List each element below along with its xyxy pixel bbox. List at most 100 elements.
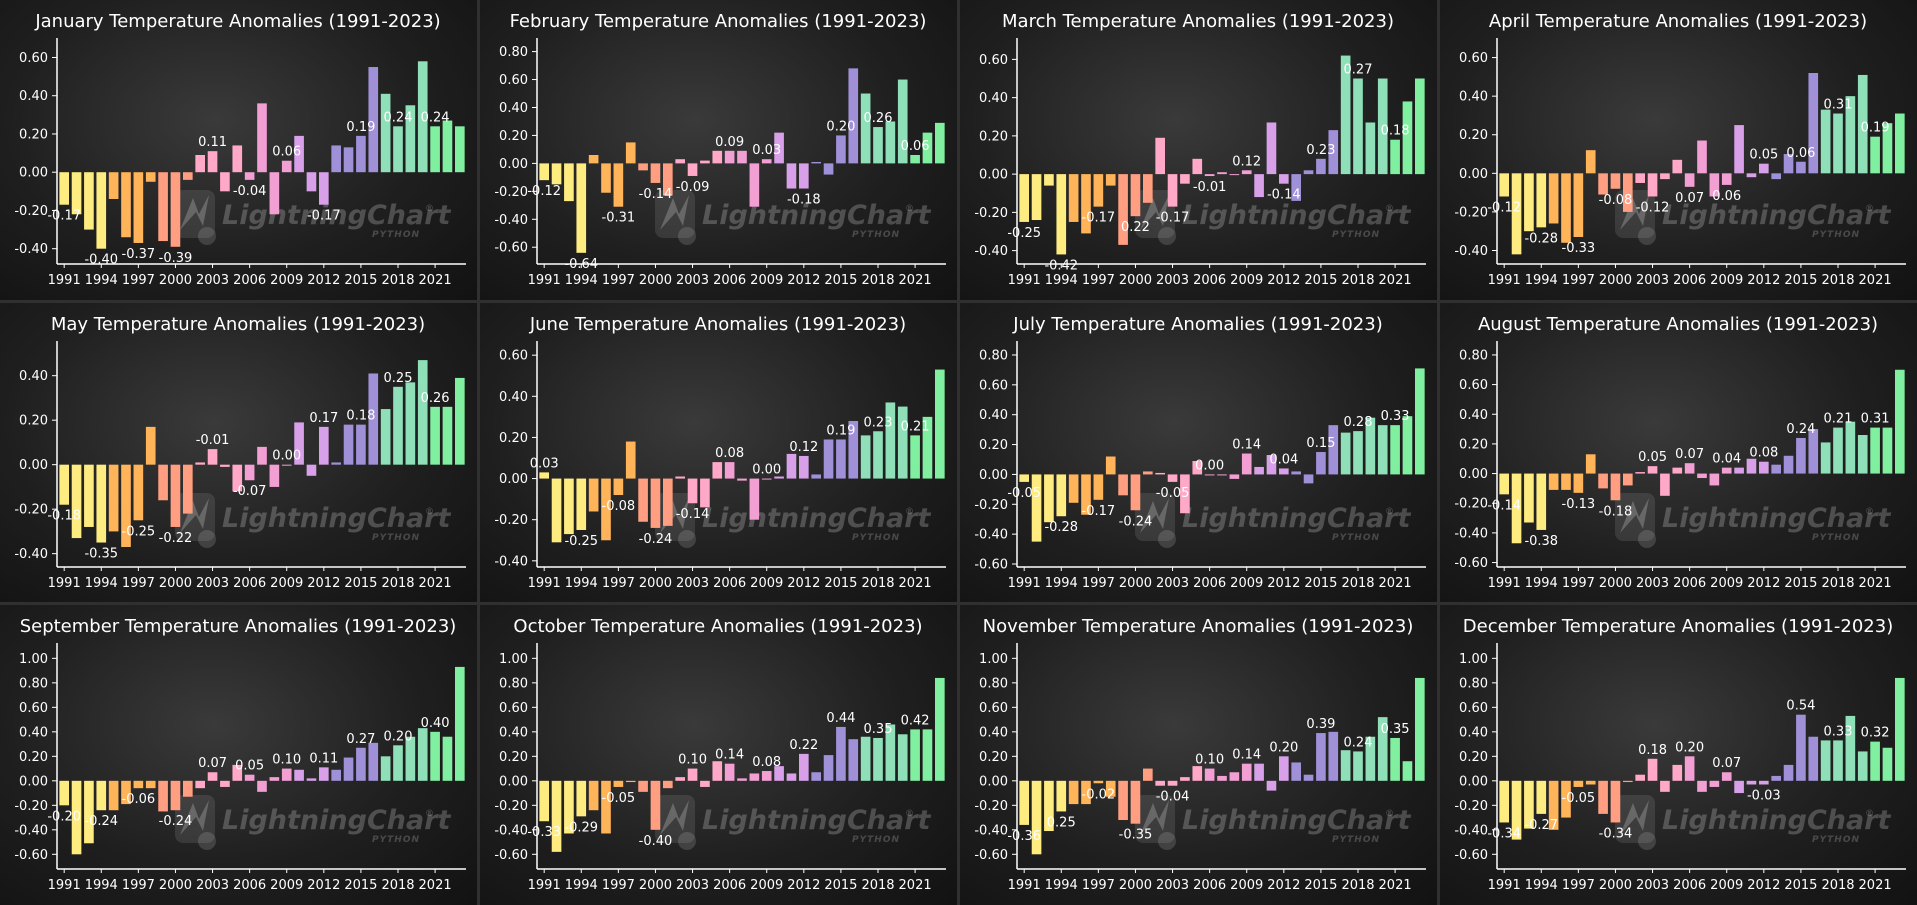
y-tick-label: 0.00 bbox=[1459, 167, 1488, 182]
bar bbox=[318, 172, 329, 205]
watermark-text: LightningChart bbox=[1182, 503, 1412, 534]
data-label: 0.14 bbox=[1232, 748, 1261, 763]
y-tick-label: -0.40 bbox=[494, 554, 528, 569]
bar bbox=[700, 160, 710, 164]
bar bbox=[1019, 474, 1030, 482]
bar bbox=[1771, 173, 1782, 180]
bar bbox=[1068, 174, 1079, 222]
y-tick-label: 0.80 bbox=[19, 677, 48, 692]
bar bbox=[1266, 122, 1277, 175]
bar bbox=[1585, 781, 1596, 785]
bar bbox=[1672, 159, 1683, 174]
bar bbox=[1536, 473, 1547, 530]
bar bbox=[1783, 154, 1794, 174]
x-tick-label: 2012 bbox=[307, 273, 340, 288]
data-label: -0.18 bbox=[47, 508, 81, 523]
chart-svg: February Temperature Anomalies (1991-202… bbox=[494, 11, 946, 288]
x-tick-label: 1991 bbox=[1488, 878, 1521, 893]
watermark-text: LightningChart bbox=[222, 805, 452, 836]
x-tick-label: 2018 bbox=[381, 878, 414, 893]
chart-svg: August Temperature Anomalies (1991-2023)… bbox=[1454, 314, 1906, 591]
watermark-subtext: PYTHON bbox=[852, 230, 900, 240]
bar bbox=[1192, 158, 1203, 175]
bar bbox=[1105, 781, 1116, 798]
y-tick-label: 0.20 bbox=[499, 129, 528, 144]
bar bbox=[195, 781, 206, 789]
x-tick-label: 2009 bbox=[750, 878, 783, 893]
bar bbox=[724, 461, 735, 479]
bar bbox=[798, 754, 809, 782]
y-tick-label: -0.40 bbox=[14, 824, 48, 839]
bar bbox=[121, 781, 131, 805]
bar bbox=[1709, 473, 1720, 486]
bar bbox=[1204, 768, 1215, 782]
bar bbox=[1204, 474, 1215, 476]
bar bbox=[182, 781, 193, 798]
y-tick-label: -0.60 bbox=[974, 557, 1008, 572]
watermark-subtext: PYTHON bbox=[1812, 230, 1860, 240]
bar bbox=[1316, 158, 1326, 175]
x-tick-label: 2009 bbox=[1710, 273, 1743, 288]
x-tick-label: 1994 bbox=[565, 878, 598, 893]
bar bbox=[700, 781, 710, 788]
bar bbox=[1845, 421, 1856, 474]
bar bbox=[1241, 764, 1252, 782]
watermark-registered: ® bbox=[1865, 507, 1875, 517]
x-tick-label: 2003 bbox=[1636, 878, 1669, 893]
logo-badge-shape bbox=[175, 795, 215, 844]
bar bbox=[1734, 781, 1744, 794]
data-label: 0.23 bbox=[1306, 143, 1335, 158]
data-label: -0.03 bbox=[1747, 789, 1781, 804]
lightningchart-logo-icon bbox=[175, 795, 216, 851]
x-tick-label: 1994 bbox=[1525, 273, 1558, 288]
bar bbox=[1734, 467, 1744, 474]
y-tick-label: -0.60 bbox=[14, 848, 48, 863]
x-tick-label: 2015 bbox=[1784, 576, 1817, 591]
bar bbox=[687, 478, 698, 503]
bar bbox=[244, 172, 255, 180]
bar bbox=[551, 781, 562, 853]
bar bbox=[934, 122, 945, 164]
bar bbox=[1845, 96, 1856, 174]
x-tick-label: 1994 bbox=[1525, 576, 1558, 591]
bar bbox=[158, 781, 168, 812]
y-tick-label: 0.40 bbox=[1459, 407, 1488, 422]
y-tick-label: -0.60 bbox=[1454, 848, 1488, 863]
y-tick-label: -0.20 bbox=[14, 502, 48, 517]
bar bbox=[836, 135, 846, 164]
bar bbox=[811, 772, 822, 782]
x-tick-label: 2021 bbox=[899, 878, 932, 893]
data-label: -0.04 bbox=[1156, 790, 1190, 805]
bar bbox=[1870, 136, 1880, 174]
bar bbox=[1031, 174, 1042, 221]
bar bbox=[761, 478, 772, 480]
bar bbox=[71, 781, 82, 855]
y-tick-label: 0.80 bbox=[499, 677, 528, 692]
y-tick-label: 0.80 bbox=[1459, 677, 1488, 692]
lightningchart-logo-icon bbox=[175, 492, 216, 548]
bar bbox=[1697, 781, 1707, 793]
bar bbox=[1573, 781, 1584, 788]
bar bbox=[1758, 163, 1769, 174]
y-tick-label: 0.40 bbox=[1459, 90, 1488, 105]
y-tick-label: 0.80 bbox=[979, 348, 1008, 363]
bar bbox=[885, 402, 896, 479]
bar bbox=[1056, 781, 1067, 812]
x-tick-label: 2003 bbox=[676, 576, 709, 591]
bar bbox=[343, 424, 354, 465]
bar bbox=[848, 68, 859, 164]
chart-svg: July Temperature Anomalies (1991-2023) Li… bbox=[974, 314, 1426, 591]
bar bbox=[1894, 113, 1905, 174]
bar bbox=[393, 126, 403, 173]
chart-svg: June Temperature Anomalies (1991-2023) Li… bbox=[494, 314, 946, 591]
x-tick-label: 1991 bbox=[1008, 576, 1041, 591]
bar bbox=[1820, 740, 1831, 782]
bar bbox=[1167, 474, 1178, 482]
bar bbox=[539, 472, 550, 479]
chart-panel-june: June Temperature Anomalies (1991-2023) Li… bbox=[480, 302, 957, 603]
bar bbox=[1278, 756, 1289, 782]
y-tick-label: 0.80 bbox=[1459, 348, 1488, 363]
watermark-subtext: PYTHON bbox=[852, 835, 900, 845]
data-label: 0.39 bbox=[1306, 717, 1335, 732]
bar bbox=[1130, 781, 1141, 825]
